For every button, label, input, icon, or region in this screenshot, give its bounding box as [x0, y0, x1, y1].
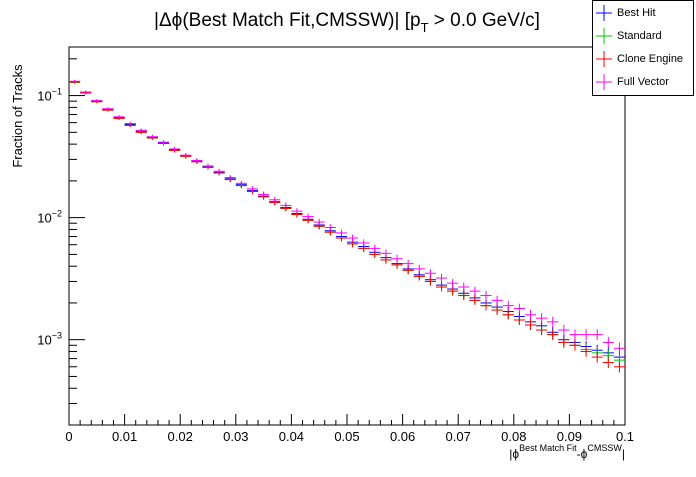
title-text: |Δϕ(Best Match Fit,CMSSW)| [pT > 0.0 GeV…	[154, 10, 540, 35]
x-tick-label: 0.02	[168, 429, 193, 444]
x-tick-label: 0.06	[390, 429, 415, 444]
y-tick-label: 10−3	[37, 331, 62, 348]
legend-label: Clone Engine	[617, 53, 684, 65]
x-tick-label: 0.07	[446, 429, 471, 444]
legend-label: Standard	[617, 30, 662, 42]
legend: Best Hit Standard Clone Engine Full Vector	[592, 0, 694, 96]
series-clone-engine	[69, 80, 625, 373]
y-axis-label: Fraction of Tracks	[10, 64, 25, 168]
legend-marker	[596, 5, 612, 21]
chart-title: |Δϕ(Best Match Fit,CMSSW)| [pT > 0.0 GeV…	[154, 10, 540, 35]
x-tick-label: 0.03	[223, 429, 248, 444]
x-tick-label: 0.04	[279, 429, 304, 444]
x-tick-label: 0.1	[616, 429, 634, 444]
x-tick-label: 0	[65, 429, 72, 444]
y-label-text: Fraction of Tracks	[10, 64, 25, 168]
series-full-vector	[69, 80, 625, 354]
legend-label: Best Hit	[617, 7, 656, 19]
data-series	[69, 80, 625, 373]
legend-entry: Standard	[593, 26, 693, 46]
legend-marker	[596, 74, 612, 90]
y-tick-label: 10−2	[37, 209, 62, 226]
x-axis-label: |ϕBest Match Fit-ϕCMSSW|	[509, 443, 625, 461]
legend-entry: Best Hit	[593, 3, 693, 23]
x-tick-label: 0.09	[557, 429, 582, 444]
legend-marker	[596, 51, 612, 67]
y-tick-label: 10−1	[37, 87, 62, 104]
x-tick-label: 0.05	[334, 429, 359, 444]
x-label-text: |ϕBest Match Fit-ϕCMSSW|	[509, 443, 625, 461]
plot-frame	[68, 46, 626, 426]
x-tick-label: 0.01	[112, 429, 137, 444]
plot-border	[68, 46, 626, 426]
axis-ticks: 0 0.01 0.02 0.03 0.04 0.05 0.06 0.07 0.08 0.09 0.1…	[37, 58, 634, 444]
legend-entry: Clone Engine	[593, 49, 693, 69]
x-tick-label: 0.08	[501, 429, 526, 444]
legend-marker	[596, 28, 612, 44]
legend-label: Full Vector	[617, 76, 669, 88]
legend-entry: Full Vector	[593, 72, 693, 92]
